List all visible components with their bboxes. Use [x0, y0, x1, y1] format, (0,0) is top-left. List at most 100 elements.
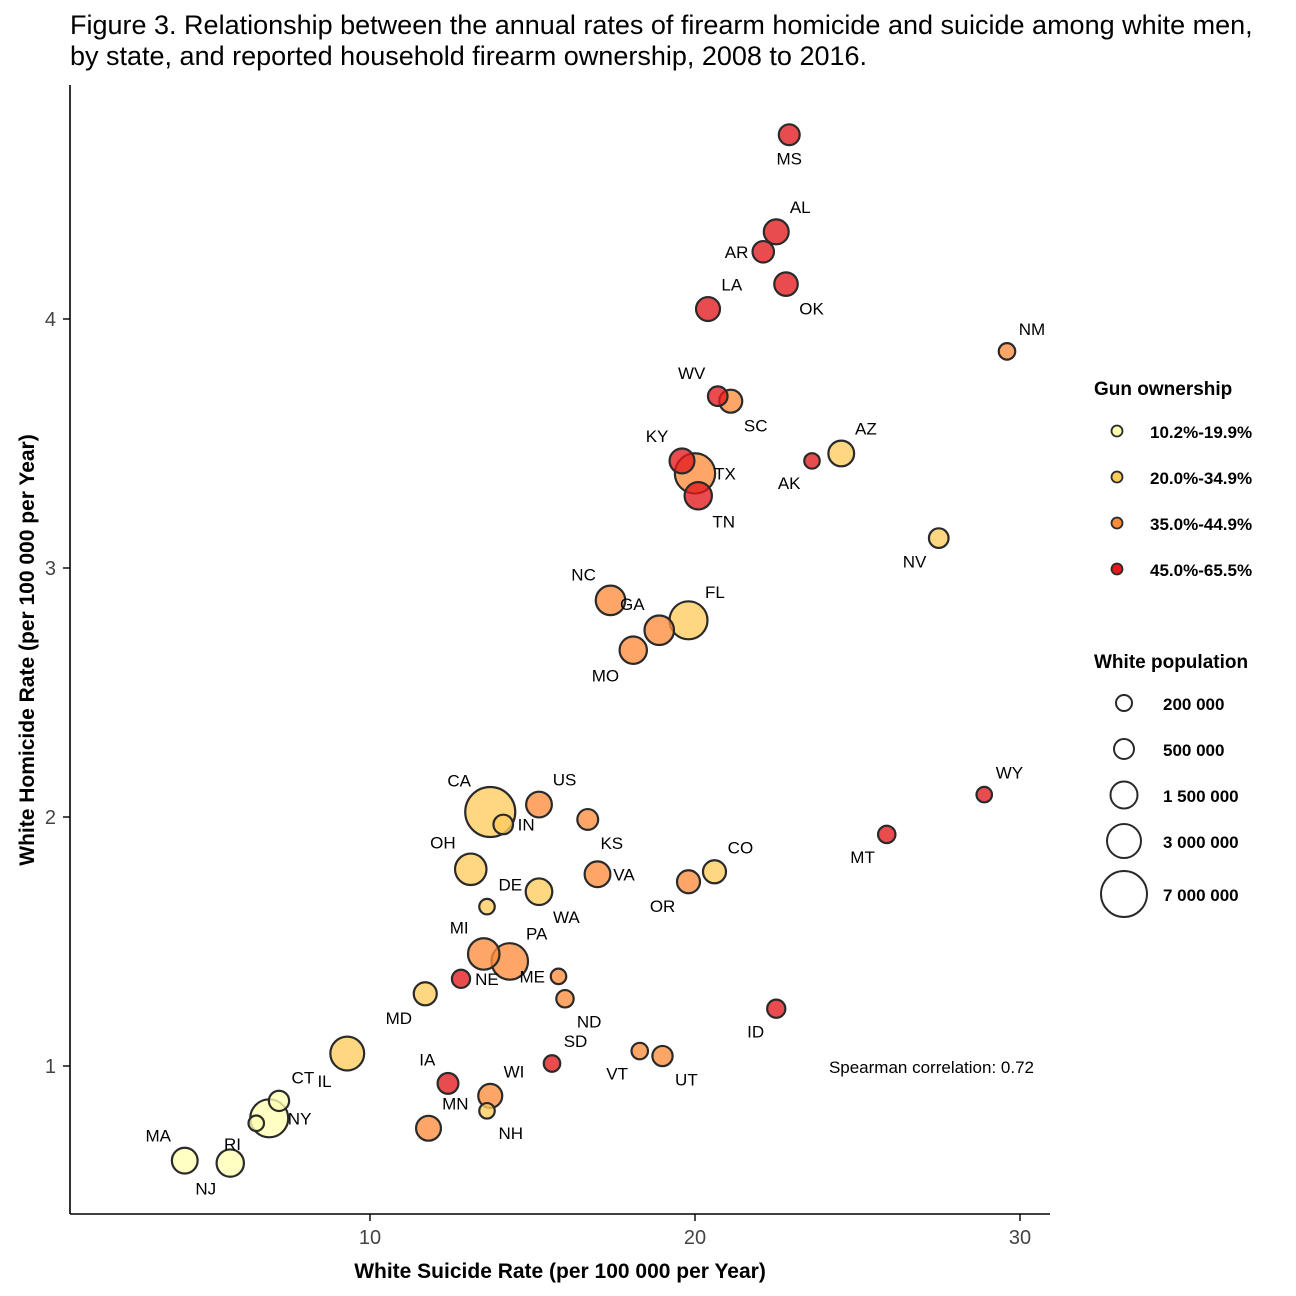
point-ar [751, 239, 776, 264]
gun-ownership-swatch [1110, 470, 1124, 484]
y-tick-label: 1 [45, 1056, 56, 1078]
white-population-legend-title: White population [1094, 652, 1248, 673]
point-label-ca: CA [447, 771, 471, 790]
point-nv [927, 527, 950, 550]
point-ia [436, 1071, 460, 1095]
point-de [478, 897, 496, 916]
point-label-nd: ND [577, 1013, 602, 1032]
point-label-fl: FL [705, 583, 725, 602]
point-us [525, 790, 553, 819]
point-label-ak: AK [778, 474, 801, 493]
point-oh [453, 852, 488, 887]
point-label-mt: MT [850, 848, 875, 867]
y-tick-label: 2 [45, 807, 56, 829]
point-wv [706, 385, 729, 408]
point-label-va: VA [613, 865, 635, 884]
point-labels: MS AL AR OK LA NM WV SC AZ KY AK TX TN NV NC FL GA MO US CA… [145, 149, 1045, 1198]
point-label-wa: WA [553, 908, 580, 927]
point-al [762, 218, 790, 246]
point-mo [618, 635, 649, 665]
population-legend-label: 200 000 [1163, 695, 1224, 714]
point-label-us: US [553, 770, 577, 789]
point-ne [450, 968, 472, 990]
point-label-sc: SC [744, 416, 768, 435]
y-tick-label: 4 [45, 309, 56, 331]
point-label-nv: NV [903, 553, 927, 572]
point-label-ne: NE [475, 970, 499, 989]
spearman-annotation: Spearman correlation: 0.72 [829, 1058, 1034, 1077]
point-label-ky: KY [646, 427, 669, 446]
data-points [170, 123, 1017, 1178]
point-label-tx: TX [714, 464, 736, 483]
chart-axes: 10 20 30 1 2 3 4 [45, 85, 1050, 1249]
population-legend-label: 1 500 000 [1163, 787, 1239, 806]
point-vt [630, 1041, 650, 1061]
point-label-ar: AR [725, 243, 749, 262]
point-label-ks: KS [600, 834, 623, 853]
point-ma [170, 1146, 199, 1175]
point-label-md: MD [386, 1009, 412, 1028]
point-label-tn: TN [712, 512, 735, 531]
x-tick-label: 10 [359, 1227, 381, 1249]
point-nd [555, 988, 575, 1009]
point-label-nc: NC [571, 565, 596, 584]
point-mn [414, 1114, 443, 1142]
point-ok [773, 271, 799, 297]
point-label-az: AZ [855, 419, 877, 438]
gun-ownership-legend-title: Gun ownership [1094, 379, 1232, 400]
point-label-ms: MS [777, 149, 803, 168]
point-label-oh: OH [430, 834, 456, 853]
point-ri [247, 1114, 266, 1133]
point-nj [215, 1148, 246, 1178]
population-size-swatch [1113, 738, 1135, 760]
figure-title-line-1: Figure 3. Relationship between the annua… [70, 10, 1253, 40]
gun-ownership-swatch [1110, 424, 1124, 438]
point-sd [542, 1054, 562, 1073]
point-id [766, 998, 787, 1019]
point-label-mn: MN [442, 1094, 468, 1113]
point-wa [524, 877, 554, 907]
point-label-wv: WV [678, 364, 706, 383]
gun-ownership-legend: Gun ownership 10.2%-19.9% 20.0%-34.9% 35.0… [1094, 379, 1252, 580]
point-label-id: ID [747, 1023, 764, 1042]
point-ky [668, 447, 696, 475]
point-label-ok: OK [799, 300, 824, 319]
point-label-nh: NH [498, 1124, 523, 1143]
x-axis-title: White Suicide Rate (per 100 000 per Year… [354, 1260, 766, 1283]
gun-ownership-swatch [1110, 516, 1124, 530]
point-va [583, 860, 612, 889]
point-label-il: IL [317, 1072, 331, 1091]
point-label-de: DE [498, 875, 522, 894]
point-label-mi: MI [450, 918, 469, 937]
population-size-swatch [1115, 694, 1133, 712]
population-size-swatch [1109, 780, 1139, 810]
point-label-vt: VT [606, 1065, 628, 1084]
point-label-ct: CT [292, 1068, 315, 1087]
population-size-swatch [1100, 870, 1148, 918]
point-in [492, 813, 515, 836]
point-label-nj: NJ [195, 1180, 216, 1199]
point-tn [683, 481, 714, 511]
point-label-ri: RI [224, 1135, 241, 1154]
point-wy [975, 785, 994, 804]
point-label-al: AL [790, 198, 811, 217]
gun-ownership-legend-label: 20.0%-34.9% [1150, 469, 1252, 488]
gun-ownership-legend-label: 10.2%-19.9% [1150, 423, 1252, 442]
y-tick-label: 3 [45, 558, 56, 580]
point-ut [651, 1044, 674, 1068]
point-mt [876, 824, 897, 845]
point-nh [478, 1101, 496, 1120]
point-label-sd: SD [564, 1032, 588, 1051]
population-legend-label: 7 000 000 [1163, 886, 1239, 905]
point-label-co: CO [728, 838, 754, 857]
point-az [827, 439, 856, 468]
point-label-pa: PA [526, 924, 548, 943]
point-label-in: IN [518, 815, 535, 834]
point-label-me: ME [520, 967, 546, 986]
point-label-or: OR [650, 897, 676, 916]
point-label-ma: MA [145, 1127, 171, 1146]
point-mi [466, 937, 501, 971]
population-legend-label: 3 000 000 [1163, 833, 1239, 852]
point-label-ut: UT [675, 1071, 698, 1090]
